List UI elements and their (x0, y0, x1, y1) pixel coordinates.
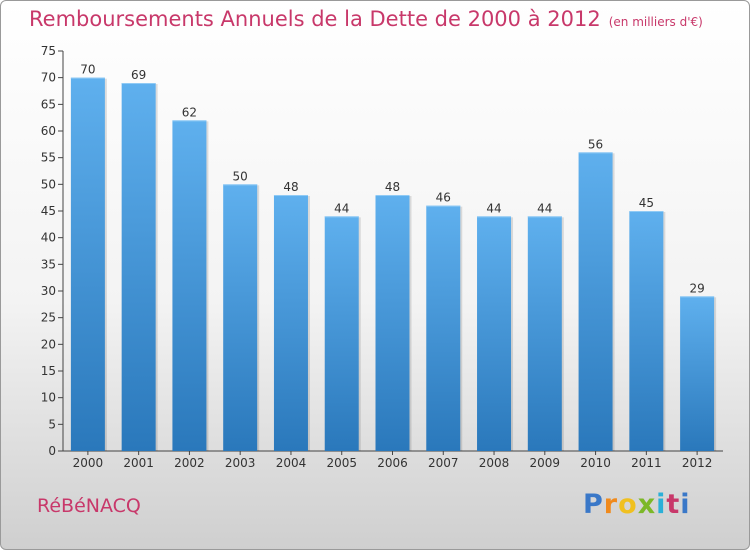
x-tick-label: 2002 (174, 456, 205, 470)
y-tick-label: 25 (41, 311, 56, 325)
y-tick-label: 5 (48, 417, 56, 431)
y-tick-label: 70 (41, 71, 56, 85)
chart-title-text: Remboursements Annuels de la Dette de 20… (29, 7, 601, 31)
bar-value-label: 48 (385, 180, 400, 194)
bar (121, 83, 156, 451)
bar-value-label: 70 (80, 63, 95, 77)
bar-value-label: 44 (537, 201, 552, 215)
bar-value-label: 48 (283, 180, 298, 194)
y-tick-label: 0 (48, 444, 56, 458)
logo-letter: o (618, 489, 638, 520)
bar (70, 77, 105, 452)
commune-name: RéBéNACQ (37, 495, 141, 517)
logo-letter: x (637, 489, 657, 520)
y-tick-label: 45 (41, 204, 56, 218)
y-tick-label: 75 (41, 44, 56, 58)
y-tick-label: 30 (41, 284, 56, 298)
logo-letter: t (666, 489, 681, 520)
chart-title: Remboursements Annuels de la Dette de 20… (29, 7, 703, 31)
y-tick-label: 35 (41, 257, 56, 271)
y-tick-label: 60 (41, 124, 56, 138)
x-tick-label: 2000 (73, 456, 104, 470)
x-tick-label: 2008 (479, 456, 510, 470)
bar (477, 216, 512, 451)
bar-value-label: 45 (639, 196, 654, 210)
x-tick-label: 2004 (276, 456, 307, 470)
bar (527, 216, 562, 451)
x-tick-label: 2003 (225, 456, 256, 470)
bar-value-label: 44 (334, 201, 349, 215)
y-tick-label: 20 (41, 337, 56, 351)
chart-bars (70, 77, 717, 452)
logo-letter: P (583, 489, 604, 520)
logo-letter: i (656, 489, 667, 520)
y-tick-label: 10 (41, 391, 56, 405)
bar (375, 195, 410, 451)
proxiti-logo: Proxiti (583, 489, 691, 520)
bar (680, 296, 715, 451)
bar-value-label: 46 (436, 191, 451, 205)
x-tick-label: 2006 (377, 456, 408, 470)
bar-value-label: 62 (182, 105, 197, 119)
bar (426, 205, 461, 451)
bar-value-label: 56 (588, 137, 603, 151)
y-tick-label: 50 (41, 177, 56, 191)
bar (172, 120, 207, 451)
x-tick-label: 2001 (123, 456, 154, 470)
bar-value-label: 44 (486, 201, 501, 215)
logo-letter: i (680, 489, 691, 520)
bar (578, 152, 613, 452)
bar (223, 184, 258, 452)
bar-value-label: 69 (131, 68, 146, 82)
bar-value-label: 29 (689, 281, 704, 295)
bar-value-label: 50 (233, 169, 248, 183)
chart-axes: 0 5 10 15 20 25 30 35 40 45 50 55 60 65 70 75 2000 2001 20… (41, 44, 723, 470)
x-tick-label: 2005 (326, 456, 357, 470)
x-tick-label: 2011 (631, 456, 662, 470)
chart-labels: 70 69 62 50 48 44 48 46 44 44 56 45 29 (80, 63, 705, 296)
x-tick-label: 2010 (580, 456, 611, 470)
y-tick-label: 55 (41, 151, 56, 165)
bar (629, 211, 664, 451)
bar (273, 195, 308, 451)
x-tick-label: 2009 (530, 456, 561, 470)
x-tick-label: 2012 (682, 456, 713, 470)
logo-letter: r (603, 489, 619, 520)
bar (324, 216, 359, 451)
chart-unit: (en milliers d'€) (608, 15, 703, 29)
y-tick-label: 40 (41, 231, 56, 245)
y-tick-label: 65 (41, 97, 56, 111)
y-tick-label: 15 (41, 364, 56, 378)
x-tick-label: 2007 (428, 456, 459, 470)
